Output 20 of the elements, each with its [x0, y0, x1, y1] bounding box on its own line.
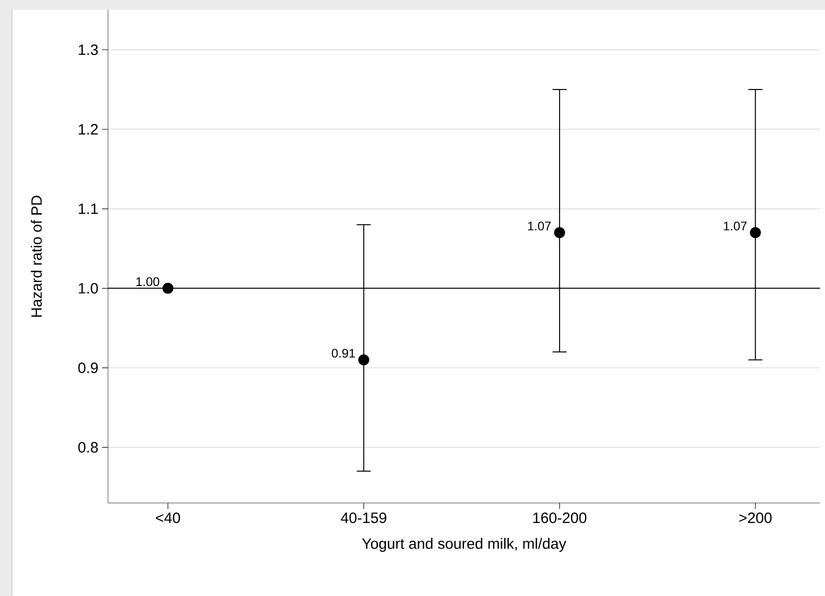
y-tick-label: 0.9: [78, 362, 98, 373]
y-tick-label: 1.0: [78, 282, 98, 294]
point: [554, 227, 566, 238]
point: [750, 227, 761, 238]
x-tick-label: >200: [739, 512, 772, 523]
x-tick-label: 40-159: [340, 512, 386, 523]
x-tick-label: <40: [156, 512, 180, 523]
y-tick-label: 1.1: [78, 204, 98, 214]
y-tick-label: 1.2: [78, 124, 98, 134]
y-tick-label: 1.3: [78, 44, 98, 55]
data-label: 0.91: [332, 348, 355, 358]
y-axis-title: Hazard ratio of PD: [30, 196, 42, 317]
data-label: 1.07: [724, 222, 747, 230]
data-label: 1.07: [528, 222, 551, 230]
x-axis-title: Yogurt and soured milk, ml/day: [362, 538, 566, 552]
point: [162, 282, 174, 294]
y-tick-label: 0.8: [78, 442, 98, 453]
x-tick-label: 160-200: [533, 512, 586, 523]
data-label: 1.00: [136, 277, 160, 286]
point: [358, 354, 370, 366]
